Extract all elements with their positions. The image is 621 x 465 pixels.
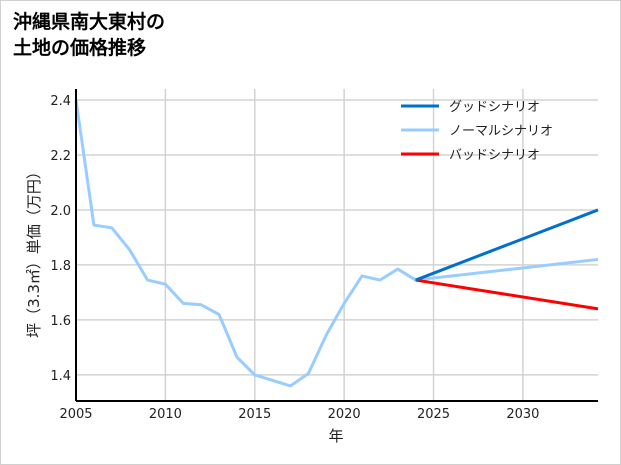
- chart-title-line-2: 土地の価格推移: [13, 37, 147, 59]
- x-tick-label: 2020: [328, 407, 361, 422]
- x-axis-label: 年: [328, 427, 343, 445]
- chart-title: 沖縄県南大東村の 土地の価格推移: [13, 9, 165, 61]
- series-line-2: [415, 278, 599, 311]
- x-tick-label: 2005: [59, 407, 92, 422]
- x-tick-label: 2025: [417, 407, 450, 422]
- legend-label-2: バッドシナリオ: [449, 148, 540, 163]
- x-tick-label: 2030: [506, 407, 539, 422]
- y-tick-label: 1.6: [50, 314, 71, 329]
- legend-label-1: ノーマルシナリオ: [449, 124, 553, 139]
- series-line-0: [415, 208, 599, 282]
- legend-label-0: グッドシナリオ: [449, 100, 540, 115]
- x-tick-label: 2010: [149, 407, 182, 422]
- series-line-1: [74, 99, 599, 388]
- chart-title-line-1: 沖縄県南大東村の: [13, 11, 166, 33]
- y-tick-label: 2.2: [50, 149, 71, 164]
- y-axis-label: 坪（3.3㎡）単価（万円）: [25, 164, 43, 338]
- y-tick-label: 1.8: [50, 259, 71, 274]
- y-tick-label: 2.0: [50, 204, 71, 219]
- x-tick-label: 2015: [238, 407, 271, 422]
- y-tick-label: 2.4: [50, 94, 71, 109]
- y-tick-label: 1.4: [50, 369, 71, 384]
